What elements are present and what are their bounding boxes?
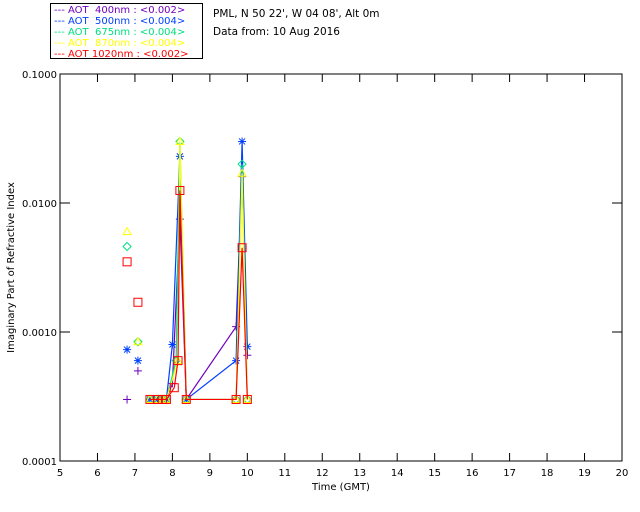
data-point-triangle <box>133 336 143 346</box>
x-tick-label: 11 <box>278 468 291 479</box>
x-axis-label: Time (GMT) <box>311 482 370 493</box>
series-line <box>149 190 248 401</box>
data-point-square <box>133 297 143 307</box>
x-tick-label: 8 <box>169 468 175 479</box>
x-tick-label: 7 <box>132 468 138 479</box>
data-point-square <box>181 394 191 404</box>
legend-entry: --- AOT 870nm : <0.004> <box>54 38 186 49</box>
plot-frame <box>59 73 623 462</box>
x-tick-label: 17 <box>503 468 516 479</box>
x-tick-label: 16 <box>466 468 479 479</box>
data-point-star <box>243 342 252 351</box>
series-3 <box>122 136 253 403</box>
date-info: Data from: 10 Aug 2016 <box>213 26 340 38</box>
legend-entry: --- AOT 500nm : <0.004> <box>54 16 186 27</box>
data-point-square <box>161 394 171 404</box>
series-0 <box>123 172 252 404</box>
data-point-square <box>169 383 179 393</box>
x-tick-label: 15 <box>428 468 441 479</box>
data-point-plus <box>133 366 142 375</box>
data-point-star <box>168 340 177 349</box>
data-point-square <box>231 394 241 404</box>
y-tick-label: 0.0010 <box>22 328 57 339</box>
x-tick-label: 10 <box>241 468 254 479</box>
data-point-diamond <box>237 159 247 169</box>
data-point-plus <box>243 351 252 360</box>
data-point-star <box>232 356 241 365</box>
data-point-plus <box>123 395 132 404</box>
x-tick-label: 12 <box>316 468 329 479</box>
data-point-star <box>133 356 142 365</box>
data-point-triangle <box>242 394 253 403</box>
series-line <box>149 176 248 402</box>
x-tick-label: 5 <box>57 468 63 479</box>
y-tick-label: 0.1000 <box>22 70 57 81</box>
data-point-triangle <box>122 226 132 236</box>
x-tick-label: 19 <box>578 468 591 479</box>
data-point-square <box>242 394 252 404</box>
data-point-star <box>238 137 247 146</box>
x-tick-label: 9 <box>207 468 213 479</box>
legend-entry: --- AOT 400nm : <0.002> <box>54 5 186 16</box>
data-point-square <box>152 394 162 404</box>
data-point-diamond <box>122 241 132 252</box>
data-point-square <box>145 394 155 404</box>
x-tick-label: 6 <box>94 468 100 479</box>
x-tick-label: 18 <box>541 468 554 479</box>
series-1 <box>123 137 252 404</box>
x-tick-label: 20 <box>616 468 629 479</box>
series-4 <box>122 185 252 404</box>
legend-entry: --- AOT 1020nm : <0.002> <box>54 49 189 60</box>
data-point-triangle <box>237 168 247 177</box>
y-tick-label: 0.0001 <box>22 457 57 468</box>
site-info: PML, N 50 22', W 04 08', Alt 0m <box>213 8 380 20</box>
data-point-diamond <box>133 337 143 347</box>
data-point-square <box>173 356 183 366</box>
data-point-triangle <box>175 136 185 145</box>
y-tick-label: 0.0100 <box>22 199 57 210</box>
data-point-square <box>175 185 185 195</box>
y-axis-label: Imaginary Part of Refractive Index <box>6 182 17 353</box>
chart-legend: --- AOT 400nm : <0.002> --- AOT 500nm : <… <box>50 3 203 60</box>
data-point-square <box>122 257 132 267</box>
data-point-square <box>237 243 247 253</box>
data-point-star <box>123 345 132 354</box>
x-tick-label: 13 <box>353 468 366 479</box>
x-tick-label: 14 <box>391 468 404 479</box>
legend-entry: --- AOT 675nm : <0.004> <box>54 27 186 38</box>
